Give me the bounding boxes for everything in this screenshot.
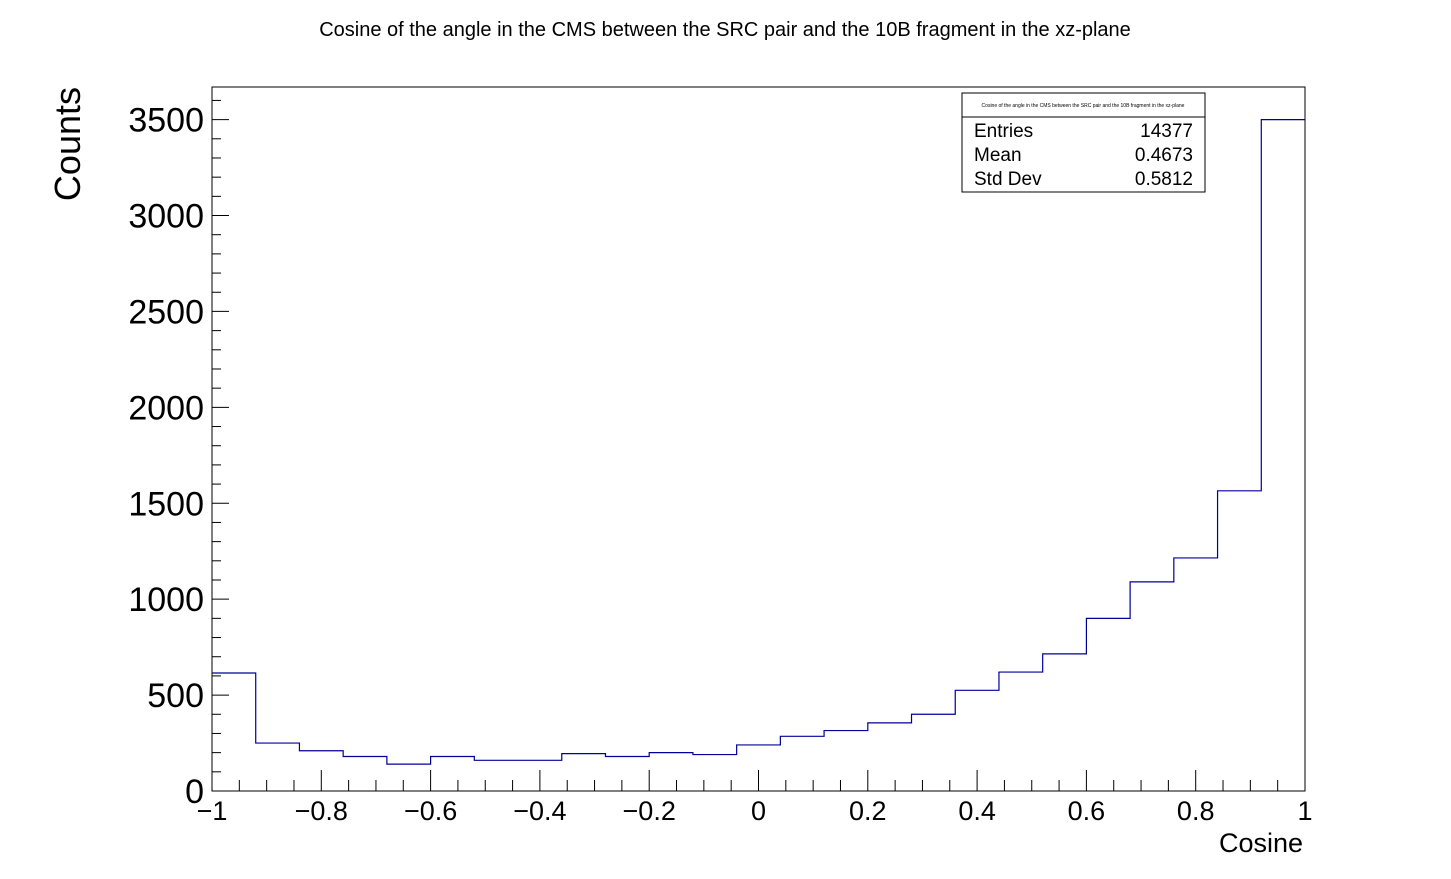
x-tick-label: −0.6 — [404, 796, 457, 826]
stats-entries-label: Entries — [974, 121, 1033, 142]
histogram-series — [212, 119, 1305, 791]
x-tick-label: −1 — [197, 796, 228, 826]
histogram-bin — [343, 756, 387, 791]
y-axis-ticks: 0 500 1000 1500 2000 2500 3000 3500 — [128, 99, 229, 811]
stats-entries-value: 14377 — [1140, 121, 1193, 142]
histogram-bin — [955, 690, 999, 791]
histogram-bin — [780, 736, 824, 791]
histogram-bin — [1086, 618, 1130, 791]
histogram-bin — [1218, 491, 1262, 791]
stats-box-title: Cosine of the angle in the CMS between t… — [982, 103, 1185, 109]
x-tick-label: −0.2 — [623, 796, 676, 826]
histogram-bin — [1174, 558, 1218, 791]
histogram-bin — [824, 731, 868, 791]
histogram-bin — [605, 756, 649, 791]
x-tick-label: 0.6 — [1068, 796, 1106, 826]
x-tick-label: 0 — [751, 796, 766, 826]
x-axis-label: Cosine — [1219, 828, 1303, 858]
y-tick-label: 0 — [185, 773, 204, 811]
y-tick-label: 2500 — [128, 293, 204, 331]
chart-title: Cosine of the angle in the CMS between t… — [319, 19, 1131, 41]
histogram-bin — [649, 753, 693, 791]
histogram-bin — [562, 754, 606, 791]
x-tick-label: 0.4 — [958, 796, 996, 826]
histogram-bin — [474, 760, 518, 791]
histogram-bin — [737, 745, 781, 791]
histogram-bin — [256, 743, 300, 791]
histogram-bin — [431, 756, 475, 791]
x-axis-ticks: −1 −0.8 −0.6 −0.4 −0.2 0 0.2 0.4 0.6 0.8 1 — [197, 770, 1313, 826]
y-axis-label: Counts — [47, 87, 88, 201]
y-tick-label: 3500 — [128, 102, 204, 140]
y-tick-label: 3000 — [128, 198, 204, 236]
y-tick-label: 1500 — [128, 485, 204, 523]
histogram-bin — [518, 760, 562, 791]
stats-stddev-label: Std Dev — [974, 169, 1042, 190]
histogram-bin — [1130, 582, 1174, 791]
histogram-bin — [212, 673, 256, 791]
histogram-outline — [212, 119, 1305, 765]
y-tick-label: 2000 — [128, 389, 204, 427]
stats-box-frame — [961, 92, 1206, 193]
x-tick-label: −0.4 — [513, 796, 566, 826]
histogram-bin — [387, 764, 431, 791]
x-tick-label: 0.8 — [1177, 796, 1215, 826]
histogram-bin — [299, 751, 343, 791]
stats-mean-value: 0.4673 — [1135, 145, 1193, 166]
histogram-bin — [1261, 120, 1305, 791]
stats-stddev-value: 0.5812 — [1135, 169, 1193, 190]
y-tick-label: 1000 — [128, 581, 204, 619]
histogram-bin — [912, 714, 956, 791]
histogram-bin — [693, 755, 737, 791]
histogram-bin — [868, 723, 912, 791]
histogram-bin — [1043, 654, 1087, 791]
y-tick-label: 500 — [147, 677, 204, 715]
stats-box: Cosine of the angle in the CMS between t… — [961, 92, 1206, 193]
x-tick-label: −0.8 — [295, 796, 348, 826]
x-tick-label: 1 — [1297, 796, 1312, 826]
x-tick-label: 0.2 — [849, 796, 887, 826]
histogram-bin — [999, 672, 1043, 791]
stats-mean-label: Mean — [974, 145, 1022, 166]
